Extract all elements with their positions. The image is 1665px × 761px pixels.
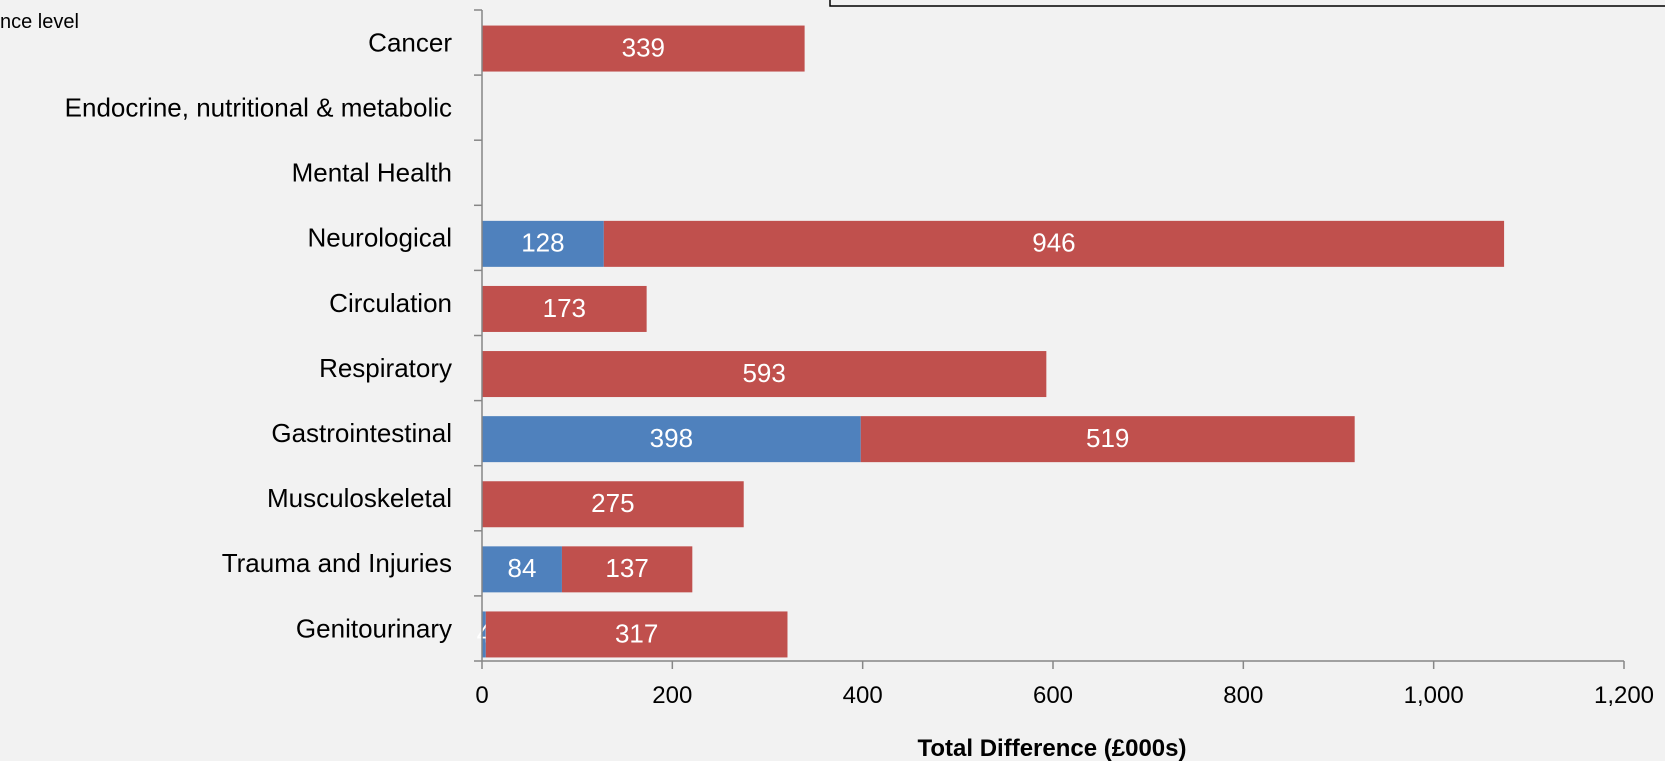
data-label: 137 xyxy=(605,553,648,583)
bar-segment xyxy=(482,546,562,593)
bar-segment xyxy=(482,285,647,332)
legend-box-edge xyxy=(829,0,1665,7)
category-label: Neurological xyxy=(307,223,452,253)
bar-segment xyxy=(482,220,604,267)
x-tick-label: 400 xyxy=(843,682,883,709)
bar-segment xyxy=(485,611,788,658)
axes-layer: Cancer Endocrine, nutritional & metabolic… xyxy=(65,9,1654,709)
x-tick-label: 600 xyxy=(1033,682,1073,709)
x-tick-label: 800 xyxy=(1223,682,1263,709)
category-label: Musculoskeletal xyxy=(267,483,452,513)
legend-fragment-text: nce level xyxy=(0,11,79,33)
data-label: 317 xyxy=(615,618,658,648)
category-label: Endocrine, nutritional & metabolic xyxy=(65,93,452,123)
data-label: 339 xyxy=(622,32,665,62)
category-label: Trauma and Injuries xyxy=(222,548,452,578)
data-label: 946 xyxy=(1032,228,1075,258)
bar-segment xyxy=(482,611,486,658)
bar-segment xyxy=(482,25,805,72)
category-label: Cancer xyxy=(368,27,452,57)
bar-segment xyxy=(860,416,1355,463)
category-label: Genitourinary xyxy=(296,613,452,643)
x-tick-label: 1,200 xyxy=(1594,682,1654,709)
data-label: 128 xyxy=(521,228,564,258)
data-label: 275 xyxy=(591,488,634,518)
bar-segment xyxy=(603,220,1505,267)
bar-segment xyxy=(482,416,861,463)
category-label: Respiratory xyxy=(319,353,452,383)
x-axis-title: Total Difference (£000s) xyxy=(918,735,1187,761)
x-tick-label: 1,000 xyxy=(1404,682,1464,709)
data-label: 84 xyxy=(508,553,537,583)
data-label: 593 xyxy=(742,358,785,388)
data-label: 519 xyxy=(1086,423,1129,453)
category-label: Circulation xyxy=(329,288,452,318)
bar-segment xyxy=(561,546,693,593)
category-label: Mental Health xyxy=(292,158,452,188)
data-label: 173 xyxy=(543,293,586,323)
bar-segment xyxy=(482,351,1047,398)
bar-segment xyxy=(482,481,744,528)
category-label: Gastrointestinal xyxy=(271,418,452,448)
data-label: 398 xyxy=(650,423,693,453)
x-tick-label: 200 xyxy=(652,682,692,709)
x-tick-label: 0 xyxy=(475,682,488,709)
